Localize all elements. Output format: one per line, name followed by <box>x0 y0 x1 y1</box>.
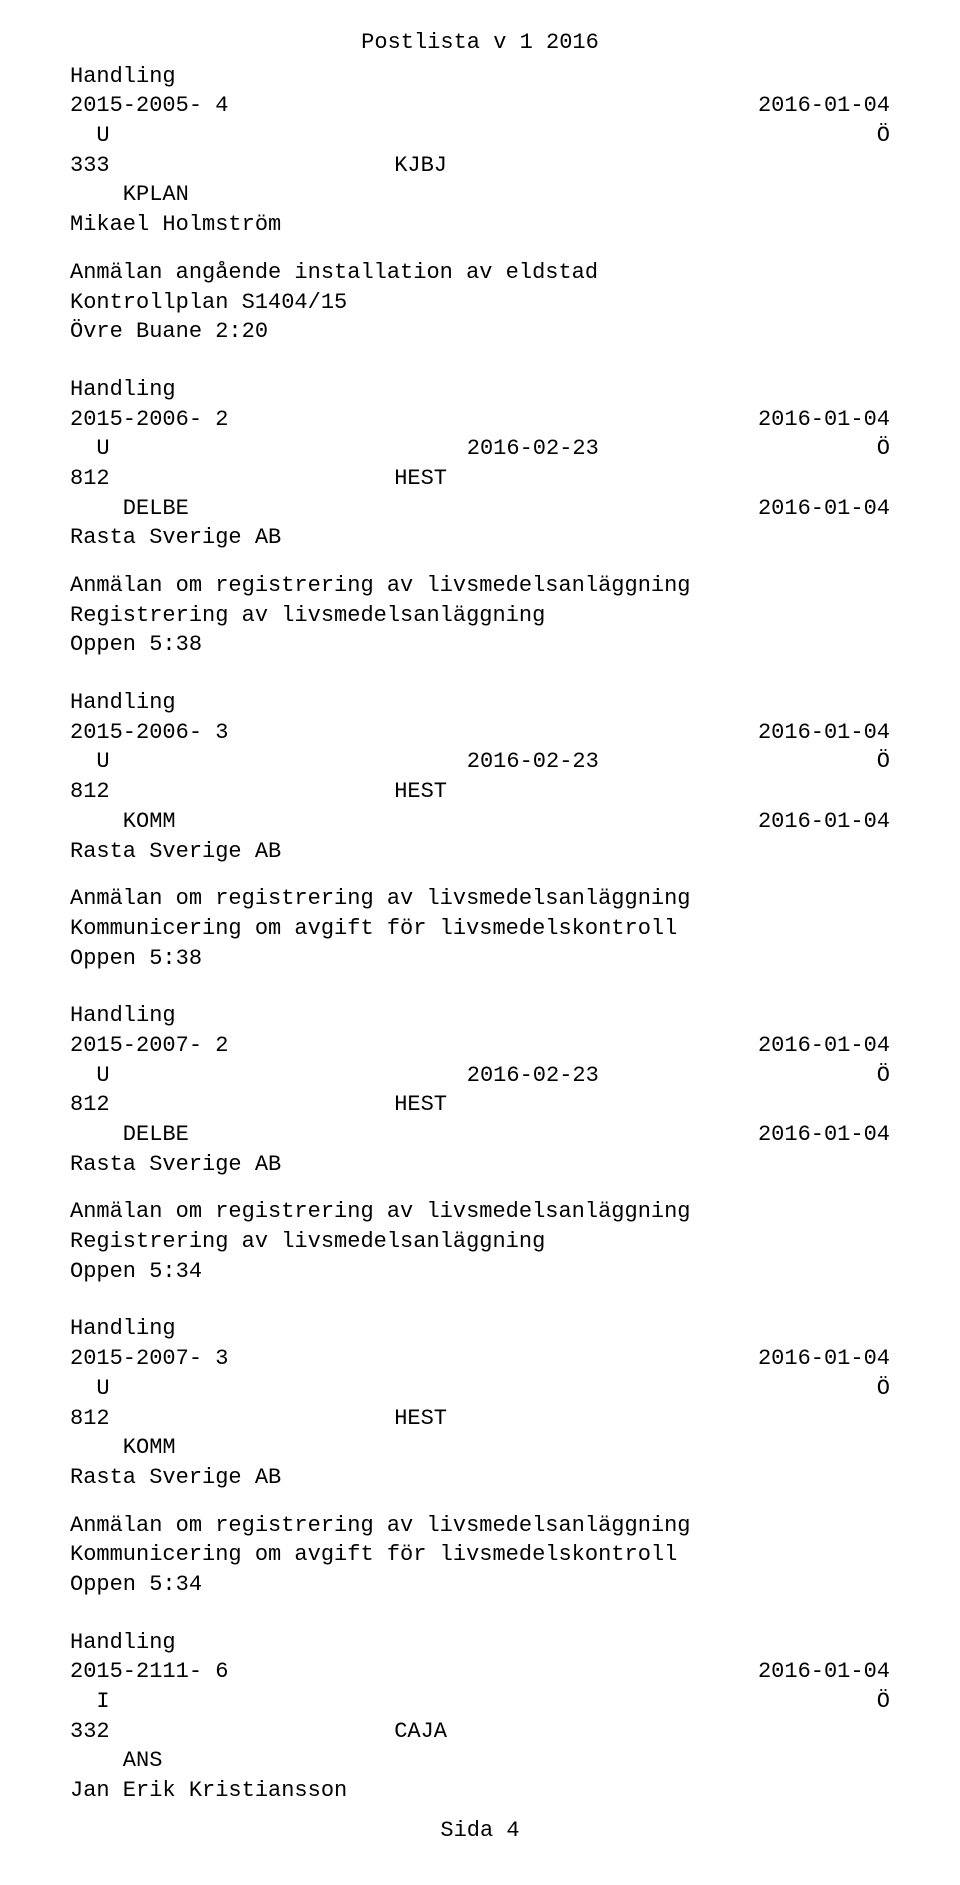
entry-header: Handling <box>70 688 890 718</box>
entry-date: 2016-01-04 <box>758 1031 890 1061</box>
entry-col2a: 812 <box>70 1404 110 1434</box>
entry-col1a: U <box>70 434 228 464</box>
entry-col1mid: 2016-02-23 <box>228 1061 837 1091</box>
entry-date: 2016-01-04 <box>758 1344 890 1374</box>
entry-desc: Anmälan angående installation av eldstad <box>70 258 890 288</box>
entry-party: Rasta Sverige AB <box>70 523 890 553</box>
entry-desc: Övre Buane 2:20 <box>70 317 890 347</box>
entry: Handling 2015-2007- 2 2016-01-04 U 2016-… <box>70 1001 890 1286</box>
entry-desc: Kommunicering om avgift för livsmedelsko… <box>70 1540 890 1570</box>
entry-col3: ANS <box>70 1746 890 1776</box>
entry-desc: Registrering av livsmedelsanläggning <box>70 601 890 631</box>
entry-col3: DELBE <box>70 494 189 524</box>
entry-col1b: Ö <box>837 434 890 464</box>
page: Postlista v 1 2016 Handling 2015-2005- 4… <box>0 0 960 1885</box>
entry-desc: Anmälan om registrering av livsmedelsanl… <box>70 884 890 914</box>
entry-party: Jan Erik Kristiansson <box>70 1776 890 1806</box>
entry-header: Handling <box>70 1314 890 1344</box>
entry-col1b: Ö <box>837 747 890 777</box>
entry-col2b: HEST <box>110 777 732 807</box>
entry-col1b: Ö <box>877 1374 890 1404</box>
entry-desc: Anmälan om registrering av livsmedelsanl… <box>70 1511 890 1541</box>
entry-header: Handling <box>70 1628 890 1658</box>
entry-id: 2015-2006- 2 <box>70 405 228 435</box>
entry-col2a: 812 <box>70 777 110 807</box>
entry-col2b: KJBJ <box>110 151 732 181</box>
entry-col2b: CAJA <box>110 1717 732 1747</box>
entry-id: 2015-2007- 3 <box>70 1344 228 1374</box>
entry: Handling 2015-2005- 4 2016-01-04 U Ö 333… <box>70 62 890 347</box>
entry-date: 2016-01-04 <box>758 1657 890 1687</box>
entry-col1a: I <box>70 1687 110 1717</box>
entry-col3-date: 2016-01-04 <box>758 807 890 837</box>
entry-desc: Kommunicering om avgift för livsmedelsko… <box>70 914 890 944</box>
entry-col2a: 812 <box>70 464 110 494</box>
page-footer: Sida 4 <box>70 1816 890 1846</box>
entry-col1mid: 2016-02-23 <box>228 747 837 777</box>
entry-col3-date: 2016-01-04 <box>758 494 890 524</box>
entry-desc: Oppen 5:38 <box>70 630 890 660</box>
entry: Handling 2015-2007- 3 2016-01-04 U Ö 812… <box>70 1314 890 1599</box>
entry-col3: DELBE <box>70 1120 189 1150</box>
entry-date: 2016-01-04 <box>758 718 890 748</box>
entry-party: Mikael Holmström <box>70 210 890 240</box>
entry-col2a: 333 <box>70 151 110 181</box>
entry-date: 2016-01-04 <box>758 91 890 121</box>
entry-id: 2015-2005- 4 <box>70 91 228 121</box>
entry-col2a: 812 <box>70 1090 110 1120</box>
entry-col1a: U <box>70 1374 110 1404</box>
entry: Handling 2015-2111- 6 2016-01-04 I Ö 332… <box>70 1628 890 1806</box>
entry-desc: Oppen 5:38 <box>70 944 890 974</box>
entry-col1a: U <box>70 747 228 777</box>
entry-col3-date: 2016-01-04 <box>758 1120 890 1150</box>
entry-col1mid: 2016-02-23 <box>228 434 837 464</box>
entry-col2b: HEST <box>110 1090 732 1120</box>
entry-desc: Anmälan om registrering av livsmedelsanl… <box>70 571 890 601</box>
entry-col3: KOMM <box>70 1433 890 1463</box>
entry-header: Handling <box>70 1001 890 1031</box>
entry-id: 2015-2111- 6 <box>70 1657 228 1687</box>
entry: Handling 2015-2006- 3 2016-01-04 U 2016-… <box>70 688 890 973</box>
entry-desc: Anmälan om registrering av livsmedelsanl… <box>70 1197 890 1227</box>
entry-col1b: Ö <box>877 121 890 151</box>
entry-desc: Registrering av livsmedelsanläggning <box>70 1227 890 1257</box>
entry-id: 2015-2006- 3 <box>70 718 228 748</box>
page-title: Postlista v 1 2016 <box>70 28 890 58</box>
entry-header: Handling <box>70 62 890 92</box>
entry-party: Rasta Sverige AB <box>70 1150 890 1180</box>
entry-party: Rasta Sverige AB <box>70 1463 890 1493</box>
entry-party: Rasta Sverige AB <box>70 837 890 867</box>
entry-id: 2015-2007- 2 <box>70 1031 228 1061</box>
entry-col1a: U <box>70 121 110 151</box>
entry-col1b: Ö <box>837 1061 890 1091</box>
entry-header: Handling <box>70 375 890 405</box>
entry-col2b: HEST <box>110 464 732 494</box>
entry-col1a: U <box>70 1061 228 1091</box>
entry: Handling 2015-2006- 2 2016-01-04 U 2016-… <box>70 375 890 660</box>
entry-col2b: HEST <box>110 1404 732 1434</box>
entry-col3: KPLAN <box>70 180 890 210</box>
entry-desc: Kontrollplan S1404/15 <box>70 288 890 318</box>
entry-col2a: 332 <box>70 1717 110 1747</box>
entry-desc: Oppen 5:34 <box>70 1570 890 1600</box>
entry-date: 2016-01-04 <box>758 405 890 435</box>
entry-col1b: Ö <box>877 1687 890 1717</box>
entry-col3: KOMM <box>70 807 176 837</box>
entry-desc: Oppen 5:34 <box>70 1257 890 1287</box>
